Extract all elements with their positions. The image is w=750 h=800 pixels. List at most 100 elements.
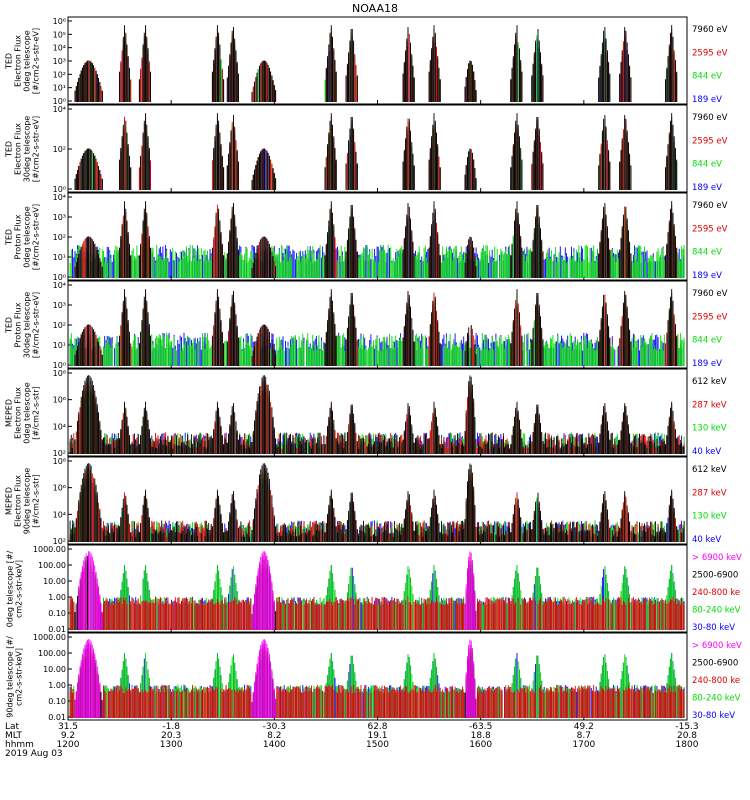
x-column-value: -30.3 xyxy=(263,722,286,732)
panel-frame xyxy=(67,104,688,193)
legend-entry: 844 eV xyxy=(692,72,722,82)
legend-entry: 189 eV xyxy=(692,95,722,105)
y-tick-label: 10³ xyxy=(53,301,66,310)
y-label-line: 90deg telescope xyxy=(23,468,32,535)
y-label-line: [#/cm2-s-str-eV] xyxy=(32,28,41,94)
y-label-line: [#/cm2-s-str] xyxy=(32,386,41,439)
legend-entry: 844 eV xyxy=(692,336,722,346)
y-tick-label: 10⁶ xyxy=(53,396,66,405)
y-tick-label: 10⁸ xyxy=(53,369,66,378)
legend-entry: 612 keV xyxy=(692,377,727,387)
y-tick-label: 10⁴ xyxy=(53,510,66,519)
date-label: 2019 Aug 03 xyxy=(5,749,63,759)
panel-2: 10⁰ 10² 10⁴ TED Electron Flux 30deg telescope… xyxy=(5,104,728,194)
panel-frame xyxy=(67,16,688,105)
y-label-line: [#/cm2-s-str-eV] xyxy=(32,204,41,270)
flux-traces xyxy=(69,375,685,454)
legend-entry: 30-80 keV xyxy=(692,711,735,721)
x-column-value: 19.1 xyxy=(367,731,387,741)
x-column-value: 8.7 xyxy=(577,731,591,741)
y-label-line: [#/cm2-s-str-eV] xyxy=(32,116,41,182)
y-tick-label: 10⁰ xyxy=(53,273,66,282)
legend-entry: 40 keV xyxy=(692,535,721,545)
legend-entry: 30-80 keV xyxy=(692,623,735,633)
x-column-value: 9.2 xyxy=(61,731,75,741)
x-column-value: 20.8 xyxy=(677,731,697,741)
legend-entry: 40 keV xyxy=(692,447,721,457)
series-trace xyxy=(74,25,678,102)
flux-traces xyxy=(74,113,678,190)
y-tick-label: 10² xyxy=(53,449,66,458)
y-label-line: TED xyxy=(5,317,14,334)
y-tick-label: 1.00 xyxy=(48,681,66,690)
y-tick-label: 10.00 xyxy=(43,577,66,586)
x-column-value: -15.3 xyxy=(675,722,698,732)
y-tick-label: 10⁴ xyxy=(53,193,66,202)
series-trace xyxy=(69,463,685,542)
series-trace xyxy=(74,120,678,190)
panel-6: 10² 10⁴ 10⁶ 10⁸ MEPED Electron Flux 90deg tele… xyxy=(5,456,727,546)
legend-entry: 130 keV xyxy=(692,424,727,434)
series-trace xyxy=(74,28,678,102)
y-tick-label: 10⁶ xyxy=(53,17,66,26)
legend-entry: 80-240 keV xyxy=(692,606,741,616)
y-tick-label: 100.00 xyxy=(38,649,66,658)
y-tick-label: 10³ xyxy=(53,213,66,222)
y-tick-label: 10² xyxy=(53,145,66,154)
legend-entry: 2500-6900 xyxy=(692,571,738,581)
legend-entry: 287 keV xyxy=(692,488,727,498)
y-label-line: 0deg telescope [#/ xyxy=(6,550,15,627)
legend-entry: 612 keV xyxy=(692,465,727,475)
y-tick-label: 1.00 xyxy=(48,593,66,602)
series-trace xyxy=(69,375,685,454)
x-column-value: -1.8 xyxy=(162,722,180,732)
x-row-label: Lat xyxy=(5,722,20,732)
legend-entry: 7960 eV xyxy=(692,113,728,123)
y-tick-label: 10⁵ xyxy=(53,30,66,39)
y-tick-label: 0.10 xyxy=(48,697,66,706)
y-label-line: Electron Flux xyxy=(14,475,23,527)
y-label-line: Electron Flux xyxy=(14,387,23,439)
y-label-line: TED xyxy=(5,229,14,246)
y-tick-label: 10¹ xyxy=(53,84,66,93)
y-tick-label: 10⁴ xyxy=(53,105,66,114)
y-label-line: Proton Flux xyxy=(14,302,23,347)
series-trace xyxy=(75,123,678,190)
flux-traces xyxy=(69,463,685,542)
y-tick-label: 0.01 xyxy=(48,713,66,722)
y-tick-label: 10² xyxy=(53,321,66,330)
y-axis-label: 90deg telescope [#/cm2-s-str-keV] xyxy=(6,636,24,718)
legend-entry: 80-240 keV xyxy=(692,694,741,704)
x-column-value: 49.2 xyxy=(574,722,594,732)
y-tick-label: 10¹ xyxy=(53,341,66,350)
y-label-line: Electron Flux xyxy=(14,123,23,175)
x-axis-labels: LatMLThhmm31.59.21200-1.820.31300-30.38.… xyxy=(5,722,699,759)
y-tick-label: 10⁰ xyxy=(53,361,66,370)
panel-7: 0.01 0.10 1.00 10.00 100.00 1000.00 0deg teles… xyxy=(6,544,742,634)
flux-traces xyxy=(69,201,685,278)
x-column-value: 18.8 xyxy=(471,731,491,741)
series-trace xyxy=(74,201,678,278)
x-column-value: 1400 xyxy=(263,740,286,750)
y-tick-label: 10² xyxy=(53,70,66,79)
legend-entry: 2500-6900 xyxy=(692,659,738,669)
y-label-line: [#/cm2-s-str-eV] xyxy=(32,292,41,358)
series-trace xyxy=(74,289,678,366)
y-label-line: [#/cm2-s-str] xyxy=(32,474,41,527)
x-column-value: 1600 xyxy=(469,740,492,750)
series-trace xyxy=(74,639,477,718)
panel-5: 10² 10⁴ 10⁶ 10⁸ MEPED Electron Flux 0deg teles… xyxy=(5,368,727,458)
y-label-line: TED xyxy=(5,53,14,70)
y-tick-label: 1000.00 xyxy=(33,633,66,642)
y-tick-label: 10⁸ xyxy=(53,457,66,466)
plot-title: NOAA18 xyxy=(352,2,398,15)
y-tick-label: 10⁴ xyxy=(53,44,66,53)
legend-entry: 189 eV xyxy=(692,271,722,281)
series-trace xyxy=(75,551,477,630)
y-label-line: TED xyxy=(5,141,14,158)
legend-entry: 189 eV xyxy=(692,183,722,193)
x-row-label: MLT xyxy=(5,731,23,741)
legend-entry: 189 eV xyxy=(692,359,722,369)
